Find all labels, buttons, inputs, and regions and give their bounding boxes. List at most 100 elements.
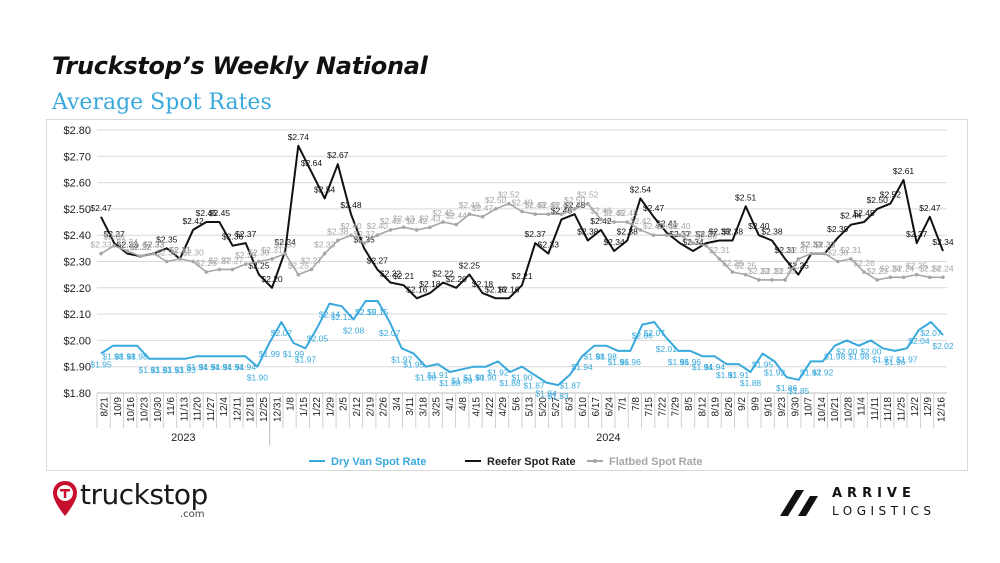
x-tick-label: 5/20 [538, 397, 549, 417]
flatbed-data-point [783, 278, 787, 282]
flatbed-data-label: $2.46 [590, 205, 612, 215]
dry_van-data-label: $1.94 [199, 362, 221, 372]
flatbed-data-point [704, 243, 708, 248]
dry_van-data-label: $2.07 [379, 328, 401, 338]
flatbed-data-point [533, 212, 537, 216]
flatbed-data-label: $2.26 [196, 258, 218, 268]
x-tick-label: 3/11 [405, 397, 416, 416]
dry_van-data-label: $1.91 [716, 370, 738, 380]
reefer-data-label: $2.38 [709, 226, 731, 236]
flatbed-data-label: $2.48 [551, 200, 573, 210]
x-tick-label: 8/12 [697, 397, 708, 417]
dry_van-data-label: $1.92 [812, 367, 834, 377]
flatbed-data-point [428, 225, 432, 230]
flatbed-data-label: $2.45 [432, 208, 454, 218]
dry_van-data-label: $2.15 [355, 307, 377, 317]
flatbed-data-label: $2.50 [564, 195, 586, 205]
flatbed-data-label: $2.33 [275, 240, 297, 250]
reefer-data-label: $2.34 [275, 237, 297, 247]
x-tick-label: 7/8 [631, 397, 642, 411]
x-tick-label: 7/15 [644, 397, 655, 417]
reefer-data-label: $2.61 [893, 166, 915, 176]
flatbed-data-label: $2.23 [761, 266, 783, 276]
arrive-logo-text: ARRIVE [832, 486, 916, 501]
flatbed-data-point [572, 207, 577, 211]
reefer-data-label: $2.25 [459, 261, 481, 271]
reefer-data-label: $2.47 [90, 203, 112, 213]
dry_van-data-label: $2.02 [932, 341, 954, 351]
y-tick-label: $1.80 [63, 388, 91, 400]
flatbed-data-point [875, 278, 880, 282]
x-tick-label: 6/17 [591, 397, 602, 417]
dry_van-data-label: $2.00 [860, 346, 882, 356]
x-tick-label: 7/22 [657, 397, 668, 417]
dry_van-data-label: $1.94 [572, 362, 594, 372]
x-tick-label: 7/29 [671, 397, 682, 417]
flatbed-data-label: $2.33 [143, 240, 165, 250]
x-tick-label: 6/24 [604, 397, 615, 417]
flatbed-data-label: $2.23 [867, 266, 889, 276]
flatbed-data-label: $2.43 [419, 213, 441, 223]
flatbed-data-label: $2.23 [774, 266, 796, 276]
x-tick-label: 10/23 [139, 397, 150, 422]
x-tick-label: 10/21 [830, 397, 841, 422]
flatbed-data-label: $2.26 [853, 258, 875, 268]
truckstop-logo-suffix: .com [180, 509, 205, 520]
x-tick-label: 12/16 [936, 397, 947, 422]
dry_van-data-label: $1.93 [138, 365, 160, 375]
flatbed-data-label: $2.47 [472, 203, 494, 213]
flatbed-data-label: $2.42 [630, 216, 652, 226]
reefer-data-label: $2.48 [340, 200, 362, 210]
flatbed-data-label: $2.26 [722, 258, 744, 268]
flatbed-data-point [546, 212, 551, 216]
reefer-data-label: $2.32 [130, 242, 152, 252]
flatbed-data-point [375, 233, 380, 237]
y-tick-label: $2.80 [63, 125, 91, 137]
reefer-data-label: $2.37 [525, 229, 547, 239]
flatbed-data-label: $2.52 [498, 190, 520, 200]
flatbed-data-label: $2.24 [919, 263, 941, 273]
legend-label-reefer: Reefer Spot Rate [487, 456, 576, 468]
reefer-data-label: $2.21 [393, 271, 415, 281]
flatbed-data-label: $2.36 [696, 232, 718, 242]
dry_van-data-label: $1.87 [523, 381, 545, 391]
truckstop-pin-icon [53, 481, 77, 516]
reefer-data-label: $2.50 [867, 195, 889, 205]
x-tick-label: 11/20 [193, 397, 204, 422]
flatbed-data-label: $2.25 [906, 261, 928, 271]
reefer-data-label: $2.47 [643, 203, 665, 213]
flatbed-data-point [664, 233, 669, 237]
flatbed-data-point [651, 233, 656, 237]
flatbed-data-label: $2.24 [893, 263, 915, 273]
reefer-data-label: $2.33 [814, 240, 836, 250]
dry_van-data-label: $1.90 [247, 373, 269, 383]
dry_van-data-label: $1.94 [692, 362, 714, 372]
flatbed-data-label: $2.31 [788, 245, 810, 255]
flatbed-data-label: $2.27 [209, 255, 231, 265]
legend-label-dry_van: Dry Van Spot Rate [331, 456, 426, 468]
x-tick-label: 9/16 [764, 397, 775, 417]
reefer-data-label: $2.35 [353, 234, 375, 244]
flatbed-data-point [388, 228, 393, 232]
y-tick-label: $2.00 [63, 335, 91, 347]
reefer-data-label: $2.45 [209, 208, 231, 218]
flatbed-data-point [322, 251, 327, 256]
flatbed-data-label: $2.33 [814, 240, 836, 250]
dry_van-series-line [100, 300, 944, 387]
reefer-data-label: $2.25 [788, 261, 810, 271]
flatbed-data-label: $2.40 [656, 221, 678, 231]
dry_van-data-label: $1.97 [872, 354, 894, 364]
x-tick-label: 9/23 [777, 397, 788, 417]
flatbed-data-point [493, 207, 498, 211]
flatbed-data-label: $2.30 [182, 248, 204, 258]
flatbed-data-point [441, 220, 445, 224]
reefer-data-label: $2.47 [919, 203, 941, 213]
y-tick-label: $2.70 [63, 151, 91, 163]
x-tick-label: 7/1 [618, 397, 629, 411]
flatbed-data-point [270, 257, 274, 261]
reefer-data-label: $2.22 [380, 269, 402, 279]
flatbed-data-point [125, 249, 130, 253]
reefer-data-label: $2.48 [564, 200, 586, 210]
flatbed-data-point [809, 251, 814, 256]
flatbed-data-point [138, 254, 143, 259]
